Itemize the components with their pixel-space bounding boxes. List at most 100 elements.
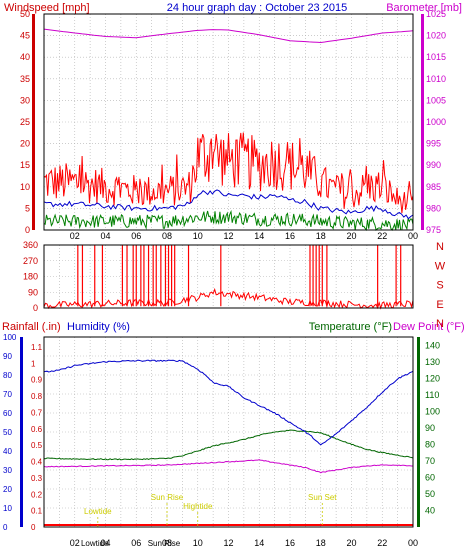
direction-tick-label: 0 xyxy=(33,303,38,313)
temperature-series xyxy=(43,429,414,461)
barometer-tick-label: 1005 xyxy=(426,95,446,105)
compass-label: E xyxy=(436,299,443,311)
event-annotation: Sun Rise xyxy=(151,493,184,502)
humidity-series xyxy=(43,359,414,446)
temperature-tick-label: 100 xyxy=(425,406,440,416)
compass-label: W xyxy=(435,260,446,272)
wind-xtick-label: 18 xyxy=(316,231,326,241)
humidity-tick-label: 30 xyxy=(3,466,12,475)
wind-xtick-label: 10 xyxy=(193,231,203,241)
wind-gust-series xyxy=(43,132,414,214)
temperature-axis-bar xyxy=(417,337,420,527)
wind-xtick-label: 14 xyxy=(254,231,264,241)
temperature-tick-label: 110 xyxy=(425,390,439,400)
barometer-series xyxy=(43,28,414,44)
windspeed-tick-label: 35 xyxy=(20,74,30,84)
windspeed-tick-label: 5 xyxy=(25,203,30,213)
event-bottom-label: Lowtide xyxy=(81,539,109,548)
temp-xtick-label: 06 xyxy=(131,538,141,548)
wind-plot-frame xyxy=(43,13,414,231)
barometer-tick-label: 1025 xyxy=(426,9,446,19)
windspeed-tick-label: 25 xyxy=(20,117,30,127)
rainfall-tick-label: 0.1 xyxy=(31,507,43,516)
humidity-tick-label: 90 xyxy=(3,352,12,361)
barometer-axis-bar xyxy=(421,14,424,230)
temperature-tick-label: 50 xyxy=(425,489,435,499)
humidity-tick-label: 40 xyxy=(3,447,12,456)
temperature-tick-label: 140 xyxy=(425,340,440,350)
wind-xtick-label: 00 xyxy=(408,231,418,241)
barometer-tick-label: 975 xyxy=(426,225,441,235)
barometer-tick-label: 1020 xyxy=(426,31,446,41)
dewpoint-series xyxy=(43,459,413,474)
compass-label: S xyxy=(436,280,443,292)
barometer-tick-label: 1010 xyxy=(426,74,446,84)
temp-xtick-label: 10 xyxy=(193,538,203,548)
dewpoint-axis-title: Dew Point (°F) xyxy=(393,321,465,333)
temp-xtick-label: 04 xyxy=(100,538,110,548)
windspeed-tick-label: 10 xyxy=(20,182,30,192)
direction-tick-label: 180 xyxy=(23,272,38,282)
windspeed-tick-label: 15 xyxy=(20,160,30,170)
humidity-tick-label: 80 xyxy=(3,371,12,380)
temp-xtick-label: 12 xyxy=(223,538,233,548)
wind-xtick-label: 20 xyxy=(346,231,356,241)
temperature-tick-label: 80 xyxy=(425,439,435,449)
barometer-tick-label: 995 xyxy=(426,139,441,149)
wind-xtick-label: 04 xyxy=(100,231,110,241)
windspeed-tick-label: 45 xyxy=(20,31,30,41)
temperature-tick-label: 40 xyxy=(425,505,435,515)
event-annotation: Sun Set xyxy=(308,493,337,502)
rainfall-tick-label: 0.9 xyxy=(31,376,43,385)
temp-xtick-label: 02 xyxy=(70,538,80,548)
windspeed-tick-label: 30 xyxy=(20,95,30,105)
rainfall-tick-label: 0.6 xyxy=(31,425,43,434)
direction-tick-label: 90 xyxy=(28,287,38,297)
direction-tick-label: 360 xyxy=(23,240,38,250)
humidity-tick-label: 70 xyxy=(3,390,12,399)
temp-xtick-label: 14 xyxy=(254,538,264,548)
humidity-tick-label: 10 xyxy=(3,504,12,513)
temp-xtick-label: 18 xyxy=(316,538,326,548)
humidity-tick-label: 60 xyxy=(3,409,12,418)
temperature-tick-label: 70 xyxy=(425,456,435,466)
chart-title: 24 hour graph day : October 23 2015 xyxy=(167,2,347,14)
temperature-tick-label: 130 xyxy=(425,357,440,367)
temp-xtick-label: 16 xyxy=(285,538,295,548)
rainfall-tick-label: 0.2 xyxy=(31,490,43,499)
event-annotation: Hightide xyxy=(183,502,213,511)
windspeed-axis-bar xyxy=(32,14,35,230)
barometer-tick-label: 985 xyxy=(426,182,441,192)
temperature-tick-label: 60 xyxy=(425,472,435,482)
rainfall-tick-label: 0.7 xyxy=(31,408,43,417)
event-annotation: Lowtide xyxy=(84,507,112,516)
temp-xtick-label: 00 xyxy=(408,538,418,548)
rainfall-tick-label: 0.4 xyxy=(31,458,43,467)
compass-label: N xyxy=(436,241,444,253)
barometer-tick-label: 990 xyxy=(426,160,441,170)
windspeed-tick-label: 50 xyxy=(20,9,30,19)
windspeed-axis-title: Windspeed [mph] xyxy=(4,2,90,14)
wind-xtick-label: 06 xyxy=(131,231,141,241)
barometer-tick-label: 1000 xyxy=(426,117,446,127)
wind-xtick-label: 02 xyxy=(70,231,80,241)
rainfall-tick-label: 1.1 xyxy=(31,343,43,352)
temperature-axis-title: Temperature (°F) xyxy=(309,321,392,333)
temp-plot-frame xyxy=(43,336,414,528)
event-bottom-label: Sun Rise xyxy=(148,539,181,548)
wind-xtick-label: 08 xyxy=(162,231,172,241)
direction-tick-label: 270 xyxy=(23,256,38,266)
wind-xtick-label: 16 xyxy=(285,231,295,241)
humidity-tick-label: 20 xyxy=(3,485,12,494)
humidity-tick-label: 50 xyxy=(3,428,12,437)
barometer-axis-title: Barometer [mb] xyxy=(386,2,462,14)
wind-low-series xyxy=(43,209,414,232)
wind-xtick-label: 12 xyxy=(223,231,233,241)
temperature-tick-label: 120 xyxy=(425,373,440,383)
windspeed-tick-label: 40 xyxy=(20,52,30,62)
windspeed-tick-label: 0 xyxy=(25,225,30,235)
